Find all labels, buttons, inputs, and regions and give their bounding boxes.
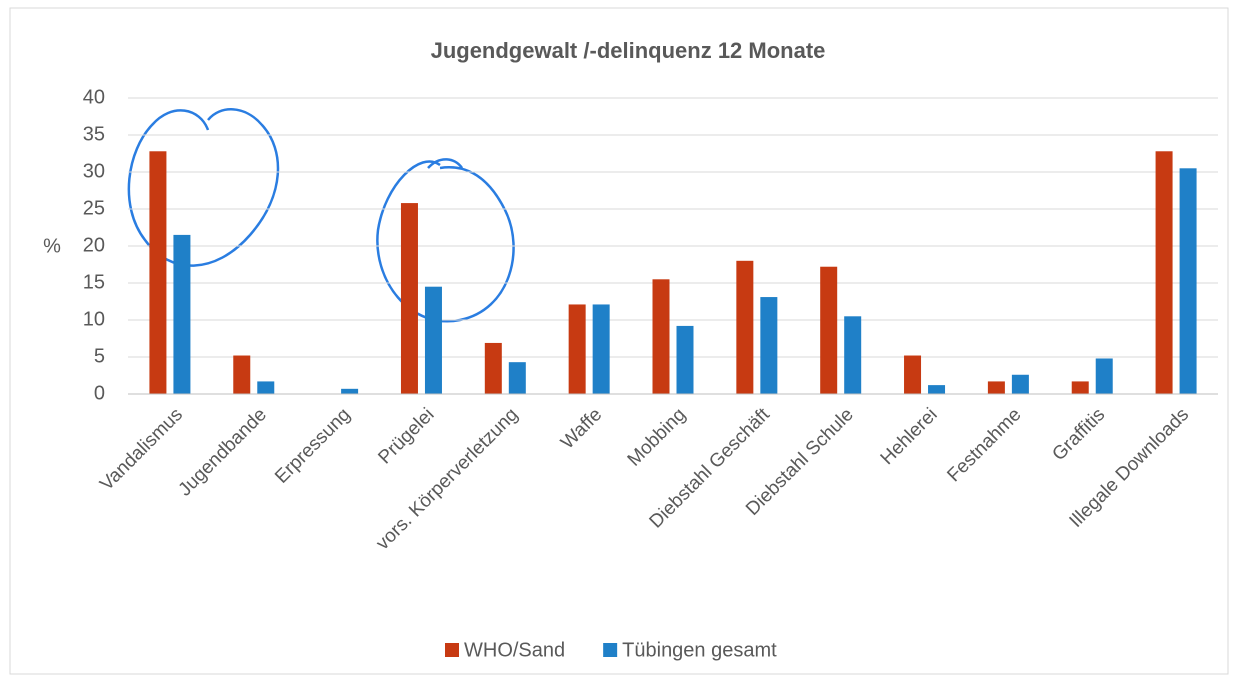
y-tick-label: 10: [83, 308, 105, 330]
legend-swatch: [445, 643, 459, 657]
y-tick-label: 20: [83, 234, 105, 256]
y-tick-label: 5: [94, 345, 105, 367]
bar: [760, 297, 778, 394]
bar: [1011, 374, 1029, 394]
bar: [1071, 381, 1089, 394]
bar: [676, 325, 694, 394]
bar: [904, 355, 922, 394]
bar: [424, 286, 442, 394]
bar: [568, 304, 586, 394]
bar: [341, 388, 359, 394]
bar: [987, 381, 1005, 394]
bar: [257, 381, 275, 394]
bar: [844, 316, 862, 394]
bar: [592, 304, 610, 394]
legend-label: Tübingen gesamt: [622, 639, 777, 661]
legend-label: WHO/Sand: [464, 639, 565, 661]
bar: [400, 203, 418, 394]
bar: [173, 234, 191, 394]
bar: [820, 266, 838, 394]
bar: [149, 151, 167, 394]
bar: [1155, 151, 1173, 394]
y-tick-label: 30: [83, 160, 105, 182]
bar: [736, 260, 754, 394]
y-tick-label: 15: [83, 271, 105, 293]
bar: [652, 279, 670, 394]
y-tick-label: 40: [83, 86, 105, 108]
y-tick-label: 0: [94, 382, 105, 404]
y-tick-label: 35: [83, 123, 105, 145]
chart-frame: [9, 7, 1229, 675]
y-axis-label: %: [43, 235, 61, 257]
chart-title: Jugendgewalt /-delinquenz 12 Monate: [431, 38, 826, 63]
bar: [1179, 168, 1197, 394]
bar: [233, 355, 251, 394]
legend-swatch: [603, 643, 618, 657]
bar: [508, 362, 526, 394]
bar: [484, 342, 502, 394]
bar: [1095, 358, 1113, 394]
bar: [928, 385, 946, 394]
y-tick-label: 25: [83, 197, 105, 219]
